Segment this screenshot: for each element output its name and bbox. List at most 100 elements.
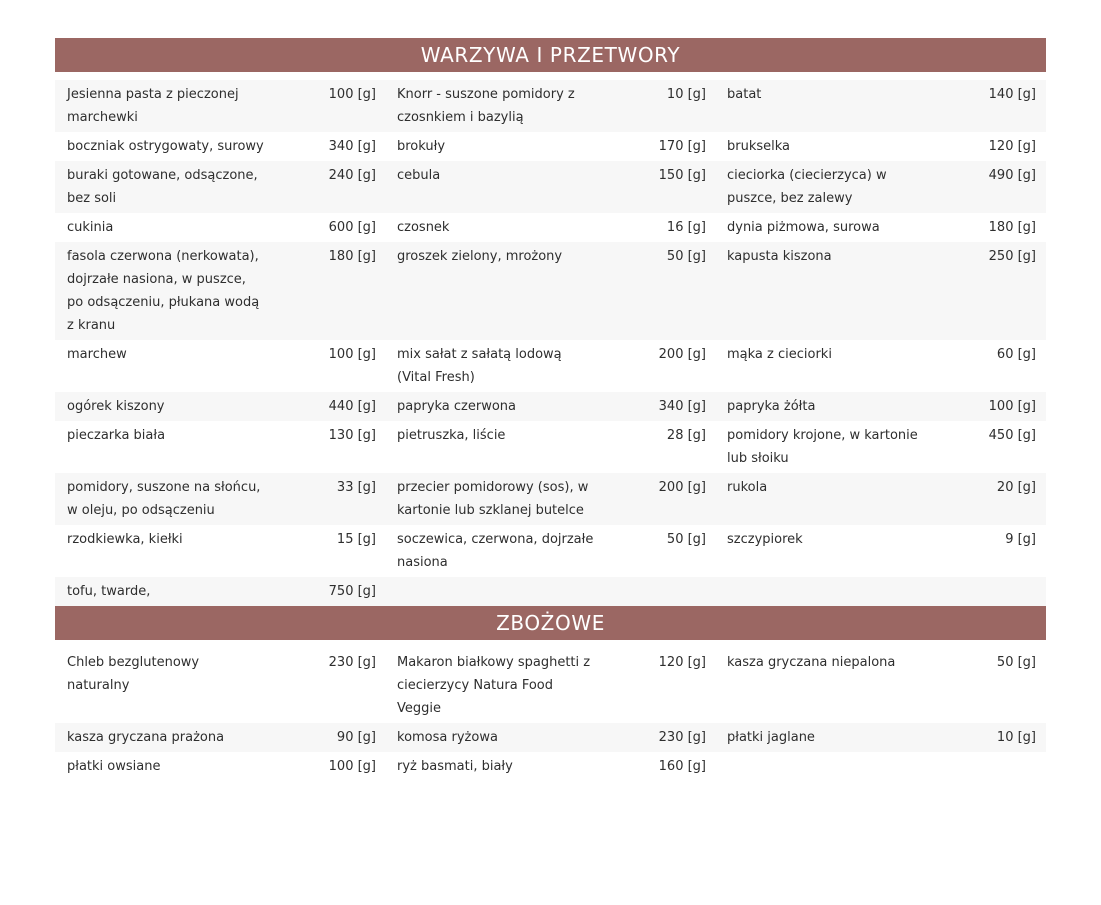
item-quantity: 100 [g] bbox=[988, 399, 1036, 414]
item-quantity: 160 [g] bbox=[658, 759, 706, 774]
item-name: ryż basmati, biały bbox=[397, 759, 513, 774]
item-quantity: 600 [g] bbox=[328, 220, 376, 235]
item-quantity: 340 [g] bbox=[658, 399, 706, 414]
item-quantity: 10 [g] bbox=[666, 87, 706, 102]
item-quantity bbox=[595, 580, 715, 603]
table-row: pieczarka biała 130 [g] pietruszka, liście… bbox=[55, 421, 1046, 473]
item-quantity: 180 [g] bbox=[328, 249, 376, 264]
table-row: rzodkiewka, kiełki 15 [g] soczewica, czerw… bbox=[55, 525, 1046, 577]
item-quantity bbox=[925, 580, 1045, 603]
table-row: Jesienna pasta z pieczonej marchewki 100 … bbox=[55, 80, 1046, 132]
item-name: przecier pomidorowy (sos), w kartonie lu… bbox=[397, 480, 589, 518]
item-quantity: 180 [g] bbox=[988, 220, 1036, 235]
item-name: rzodkiewka, kiełki bbox=[67, 532, 183, 547]
table-row: fasola czerwona (nerkowata), dojrzałe na… bbox=[55, 242, 1046, 340]
item-name: pietruszka, liście bbox=[397, 428, 506, 443]
table-row: kasza gryczana prażona 90 [g] komosa ryżow… bbox=[55, 723, 1046, 752]
item-name: ogórek kiszony bbox=[67, 399, 165, 414]
item-name: fasola czerwona (nerkowata), dojrzałe na… bbox=[67, 249, 260, 333]
item-name: komosa ryżowa bbox=[397, 730, 498, 745]
item-name: pieczarka biała bbox=[67, 428, 166, 443]
item-name: tofu, twarde, bbox=[67, 584, 151, 599]
item-name: papryka żółta bbox=[727, 399, 816, 414]
item-name: cebula bbox=[397, 168, 441, 183]
item-name: papryka czerwona bbox=[397, 399, 517, 414]
item-quantity: 90 [g] bbox=[336, 730, 376, 745]
item-name: mąka z cieciorki bbox=[727, 347, 832, 362]
item-name: kapusta kiszona bbox=[727, 249, 832, 264]
table-row: marchew 100 [g] mix sałat z sałatą lodową … bbox=[55, 340, 1046, 392]
table-row: boczniak ostrygowaty, surowy 340 [g] broku… bbox=[55, 132, 1046, 161]
item-quantity: 440 [g] bbox=[328, 399, 376, 414]
item-name: groszek zielony, mrożony bbox=[397, 249, 563, 264]
item-name: płatki jaglane bbox=[727, 730, 815, 745]
item-name: batat bbox=[727, 87, 762, 102]
table-row: płatki owsiane 100 [g] ryż basmati, biały 1… bbox=[55, 752, 1046, 781]
item-quantity: 490 [g] bbox=[988, 168, 1036, 183]
item-quantity: 28 [g] bbox=[666, 428, 706, 443]
item-quantity: 20 [g] bbox=[996, 480, 1036, 495]
table-row: buraki gotowane, odsączone, bez soli 240 … bbox=[55, 161, 1046, 213]
section-header-gap bbox=[55, 640, 1046, 648]
item-name: soczewica, czerwona, dojrzałe nasiona bbox=[397, 532, 594, 570]
item-name: marchew bbox=[67, 347, 127, 362]
item-name: cieciorka (ciecierzyca) w puszce, bez za… bbox=[727, 168, 887, 206]
item-quantity: 170 [g] bbox=[658, 139, 706, 154]
item-name: Knorr - suszone pomidory z czosnkiem i b… bbox=[397, 87, 575, 125]
item-name bbox=[715, 580, 925, 603]
table-row: Chleb bezglutenowy naturalny 230 [g] Makar… bbox=[55, 648, 1046, 723]
item-name: mix sałat z sałatą lodową (Vital Fresh) bbox=[397, 347, 562, 385]
shopping-list-sheet: WARZYWA I PRZETWORY Jesienna pasta z piec… bbox=[55, 38, 1046, 781]
item-quantity: 340 [g] bbox=[328, 139, 376, 154]
table-row: cukinia 600 [g] czosnek 16 [g] dynia piżmowa… bbox=[55, 213, 1046, 242]
item-name: Jesienna pasta z pieczonej marchewki bbox=[67, 87, 239, 125]
item-quantity: 50 [g] bbox=[996, 655, 1036, 670]
item-quantity: 750 [g] bbox=[328, 584, 376, 599]
item-quantity: 150 [g] bbox=[658, 168, 706, 183]
item-name: pomidory krojone, w kartonie lub słoiku bbox=[727, 428, 918, 466]
section-header: WARZYWA I PRZETWORY bbox=[55, 38, 1046, 72]
item-quantity: 16 [g] bbox=[666, 220, 706, 235]
item-quantity: 10 [g] bbox=[996, 730, 1036, 745]
item-quantity: 450 [g] bbox=[988, 428, 1036, 443]
item-quantity: 230 [g] bbox=[328, 655, 376, 670]
item-quantity: 50 [g] bbox=[666, 249, 706, 264]
item-name: pomidory, suszone na słońcu, w oleju, po… bbox=[67, 480, 261, 518]
section-header: ZBOŻOWE bbox=[55, 606, 1046, 640]
item-name: czosnek bbox=[397, 220, 450, 235]
item-quantity: 140 [g] bbox=[988, 87, 1036, 102]
item-quantity: 200 [g] bbox=[658, 347, 706, 362]
item-name: brukselka bbox=[727, 139, 791, 154]
item-quantity: 15 [g] bbox=[336, 532, 376, 547]
item-name bbox=[385, 580, 595, 603]
item-name: Makaron białkowy spaghetti z ciecierzycy… bbox=[397, 655, 591, 716]
item-quantity: 33 [g] bbox=[336, 480, 376, 495]
item-name: dynia piżmowa, surowa bbox=[727, 220, 880, 235]
item-name bbox=[715, 755, 925, 778]
table-row: pomidory, suszone na słońcu, w oleju, po… bbox=[55, 473, 1046, 525]
item-name: rukola bbox=[727, 480, 768, 495]
item-name: buraki gotowane, odsączone, bez soli bbox=[67, 168, 258, 206]
table-row: tofu, twarde, 750 [g] bbox=[55, 577, 1046, 606]
item-quantity: 50 [g] bbox=[666, 532, 706, 547]
item-quantity: 250 [g] bbox=[988, 249, 1036, 264]
item-name: boczniak ostrygowaty, surowy bbox=[67, 139, 264, 154]
item-quantity: 230 [g] bbox=[658, 730, 706, 745]
item-quantity: 240 [g] bbox=[328, 168, 376, 183]
item-name: brokuły bbox=[397, 139, 446, 154]
item-quantity: 100 [g] bbox=[328, 759, 376, 774]
item-name: kasza gryczana niepalona bbox=[727, 655, 896, 670]
item-name: szczypiorek bbox=[727, 532, 803, 547]
table-row: ogórek kiszony 440 [g] papryka czerwona 340… bbox=[55, 392, 1046, 421]
item-name: płatki owsiane bbox=[67, 759, 161, 774]
item-quantity: 200 [g] bbox=[658, 480, 706, 495]
item-quantity: 9 [g] bbox=[1005, 532, 1036, 547]
item-name: cukinia bbox=[67, 220, 114, 235]
item-name: Chleb bezglutenowy naturalny bbox=[67, 655, 200, 693]
item-quantity: 130 [g] bbox=[328, 428, 376, 443]
item-quantity: 60 [g] bbox=[996, 347, 1036, 362]
item-quantity: 120 [g] bbox=[658, 655, 706, 670]
item-quantity: 120 [g] bbox=[988, 139, 1036, 154]
item-quantity bbox=[925, 755, 1045, 778]
item-quantity: 100 [g] bbox=[328, 87, 376, 102]
